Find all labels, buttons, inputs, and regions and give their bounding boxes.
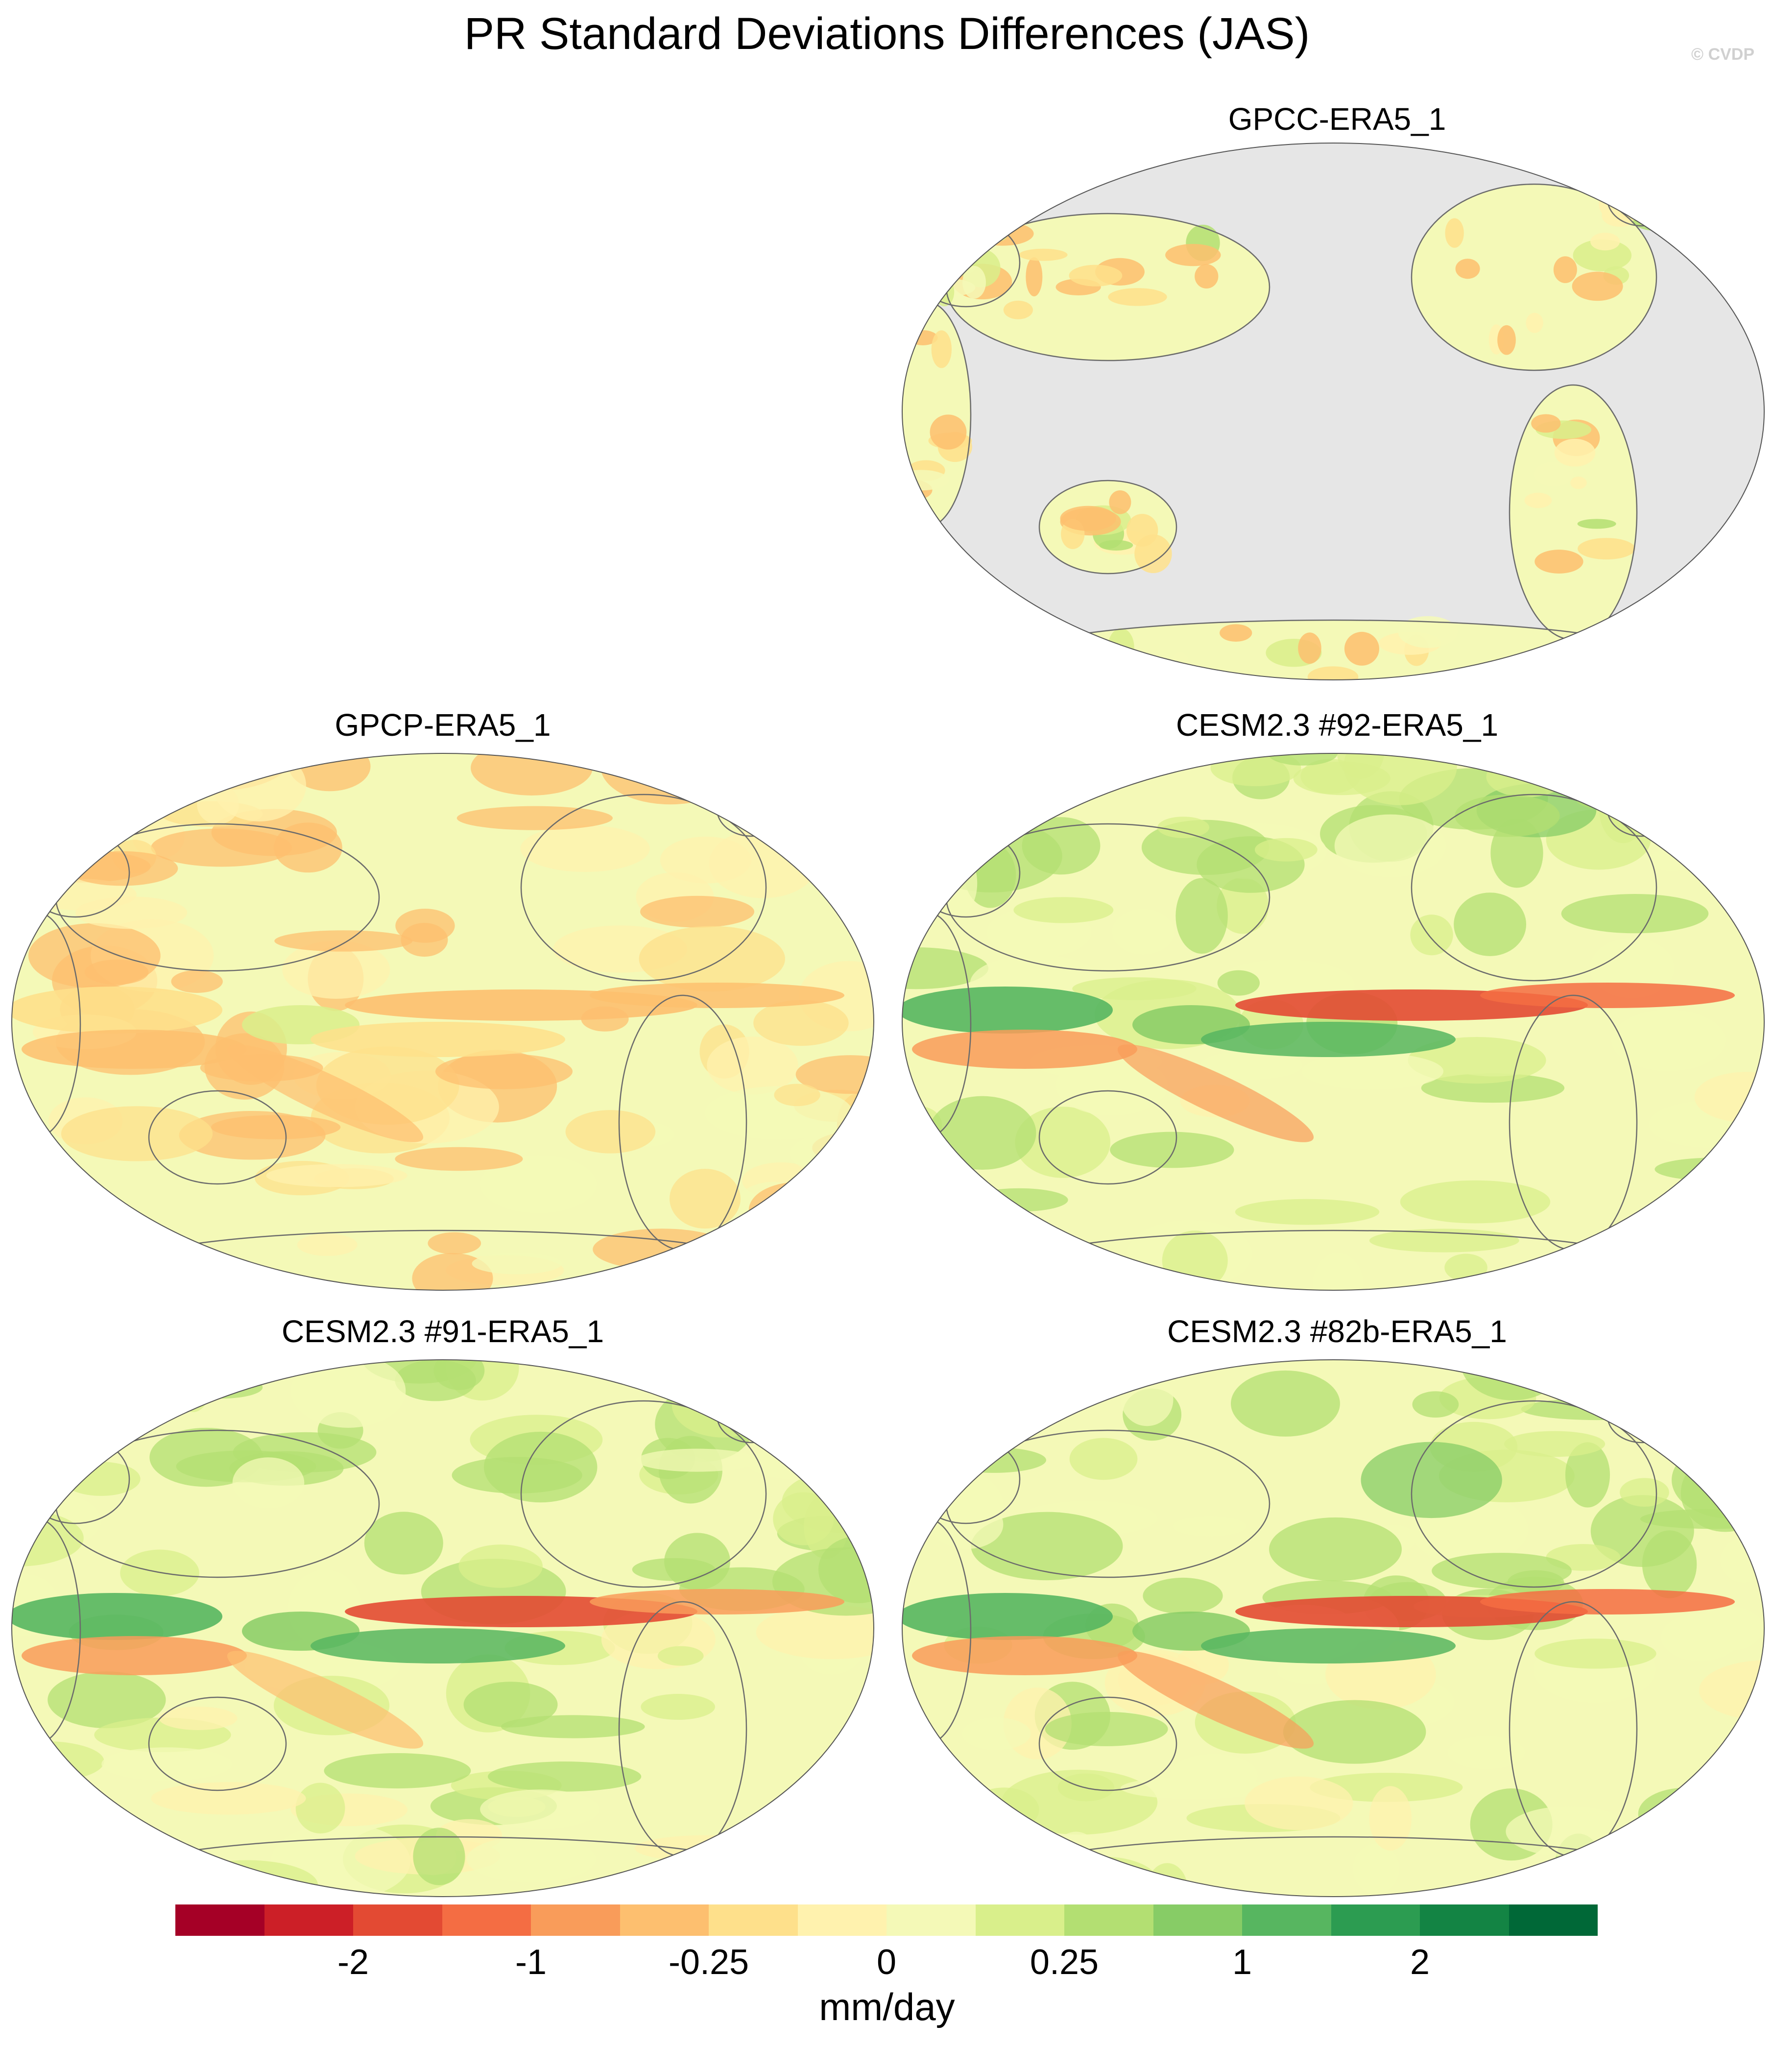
- coastline-greenland: [716, 781, 787, 837]
- map-border: [902, 143, 1765, 680]
- colorbar-box-10: [1064, 1904, 1153, 1936]
- colorbar-units: mm/day: [819, 1985, 955, 2028]
- colorbar-box-15: [1509, 1904, 1598, 1936]
- coastline-australia: [1038, 1090, 1177, 1185]
- colorbar-box-9: [975, 1904, 1064, 1936]
- colorbar: [175, 1904, 1598, 1936]
- map-border: [902, 753, 1765, 1291]
- map-border: [11, 1359, 874, 1897]
- colorbar-tick-label: -0.25: [668, 1943, 749, 1982]
- coastline-greenland: [1606, 781, 1677, 837]
- figure-title: PR Standard Deviations Differences (JAS): [464, 9, 1310, 59]
- copyright-watermark: © CVDP: [1691, 45, 1754, 64]
- panel-title-gpcp: GPCP-ERA5_1: [335, 707, 551, 743]
- map-gpcp: [11, 753, 874, 1291]
- colorbar-tick-label: 0: [876, 1943, 897, 1982]
- colorbar-tick-label: -2: [337, 1943, 369, 1982]
- land-south-america: [1510, 385, 1637, 640]
- coastline-north-america: [1411, 794, 1657, 982]
- coastline-north-america: [520, 794, 767, 982]
- colorbar-box-0: [175, 1904, 264, 1936]
- coastline-north-america: [1411, 1400, 1657, 1588]
- map-cesm82b: [902, 1359, 1765, 1897]
- panel-title-gpcc: GPCC-ERA5_1: [1228, 101, 1446, 137]
- colorbar-box-11: [1153, 1904, 1242, 1936]
- coastline-greenland: [1606, 171, 1677, 227]
- colorbar-box-13: [1331, 1904, 1420, 1936]
- coastline-australia: [1038, 480, 1177, 575]
- coastline-australia: [148, 1696, 287, 1791]
- colorbar-tick-label: 2: [1410, 1943, 1430, 1982]
- coastline-greenland: [716, 1388, 787, 1444]
- map-cesm92: [902, 753, 1765, 1291]
- colorbar-box-3: [442, 1904, 531, 1936]
- colorbar-tick-label: 1: [1232, 1943, 1252, 1982]
- colorbar-tick-label: 0.25: [1030, 1943, 1099, 1982]
- panel-title-cesm82b: CESM2.3 #82b-ERA5_1: [1167, 1314, 1507, 1349]
- coastline-australia: [148, 1090, 287, 1185]
- map-border: [902, 1359, 1765, 1897]
- colorbar-tick-label: -1: [515, 1943, 547, 1982]
- map-gpcc: [902, 143, 1765, 680]
- map-cesm91: [11, 1359, 874, 1897]
- land-north-america: [1412, 184, 1656, 370]
- coastline-north-america: [520, 1400, 767, 1588]
- colorbar-box-5: [620, 1904, 709, 1936]
- coastline-australia: [1038, 1696, 1177, 1791]
- coastline-greenland: [1606, 1388, 1677, 1444]
- colorbar-box-1: [264, 1904, 353, 1936]
- colorbar-box-8: [887, 1904, 976, 1936]
- colorbar-box-6: [709, 1904, 798, 1936]
- colorbar-box-12: [1242, 1904, 1331, 1936]
- panel-title-cesm91: CESM2.3 #91-ERA5_1: [281, 1314, 604, 1349]
- colorbar-box-2: [353, 1904, 442, 1936]
- colorbar-box-14: [1420, 1904, 1509, 1936]
- colorbar-box-7: [797, 1904, 887, 1936]
- colorbar-box-4: [531, 1904, 620, 1936]
- coastline-north-america: [1411, 183, 1657, 371]
- map-border: [11, 753, 874, 1291]
- panel-title-cesm92: CESM2.3 #92-ERA5_1: [1175, 707, 1499, 743]
